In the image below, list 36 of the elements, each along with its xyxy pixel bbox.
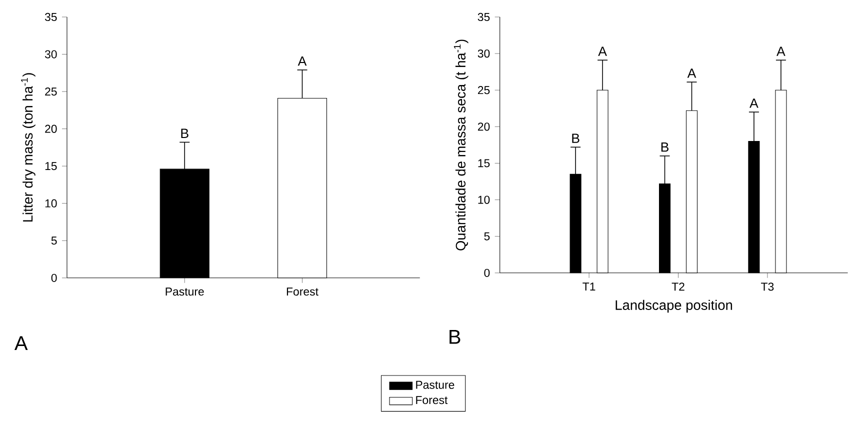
annotation: A	[298, 56, 307, 66]
annotation: A	[776, 46, 786, 56]
text: B	[450, 330, 460, 344]
y-tick-label: 25	[478, 86, 490, 94]
y-tick-label: 5	[484, 232, 490, 240]
y-tick-label: 0	[51, 274, 57, 282]
x-axis-title: Landscape position	[616, 300, 732, 313]
legend-label: Pasture	[416, 380, 454, 389]
y-tick-label: 20	[478, 122, 490, 131]
y-axis-title: Litter dry mass (ton ha$^{-1}$)	[21, 73, 36, 222]
annotation: A	[750, 98, 758, 108]
legend-label: Forest	[416, 396, 448, 404]
x-tick-label: Pasture	[166, 288, 204, 296]
y-axis-title: Quantidade de massa seca (t ha$^{-1}$)	[454, 40, 468, 250]
x-tick-label: T3	[761, 282, 774, 291]
y-tick-label: 25	[45, 88, 57, 96]
y-tick-label: 15	[478, 159, 490, 168]
y-tick-label: 20	[45, 124, 57, 133]
y-tick-label: 5	[51, 236, 57, 245]
y-tick-label: 35	[478, 12, 490, 22]
y-tick-label: 10	[45, 199, 57, 208]
y-tick-label: 30	[44, 50, 57, 58]
annotation: A	[687, 68, 696, 78]
x-tick-label: T2	[672, 282, 684, 291]
annotation: B	[572, 134, 580, 143]
annotation: B	[181, 128, 188, 138]
y-tick-label: 0	[484, 268, 490, 278]
x-tick-label: Forest	[286, 288, 318, 296]
y-tick-label: 30	[478, 50, 490, 58]
y-tick-label: 15	[45, 162, 57, 170]
x-tick-label: T1	[582, 282, 596, 291]
annotation: A	[598, 46, 607, 56]
y-tick-label: 35	[44, 12, 57, 22]
y-tick-label: 10	[478, 196, 490, 204]
text: A	[14, 336, 28, 350]
annotation: B	[661, 142, 669, 152]
